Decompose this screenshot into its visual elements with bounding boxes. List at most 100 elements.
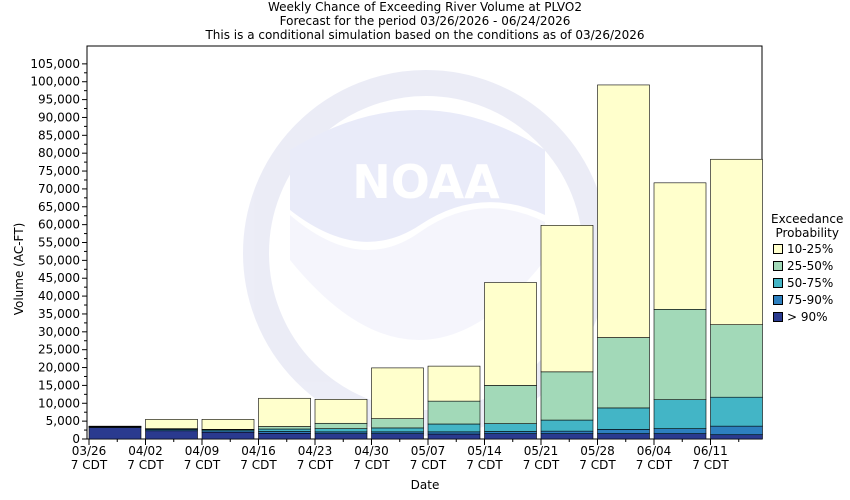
legend-item: 75-90% (773, 291, 843, 308)
bar-segment (427, 365, 481, 402)
x-tick-label: 05/07 (411, 444, 446, 458)
x-tick-label-time: 7 CDT (353, 458, 390, 472)
y-tick-label: 75,000 (38, 164, 80, 178)
y-tick-label: 20,000 (38, 361, 80, 375)
x-tick-label-time: 7 CDT (410, 458, 447, 472)
legend-swatch (773, 260, 783, 271)
bar-segment (258, 397, 311, 427)
bar-segment (371, 418, 424, 429)
bar-segment (597, 433, 650, 440)
legend-swatch (773, 311, 783, 322)
bar-segment (653, 428, 707, 434)
bar-segment (314, 433, 368, 440)
bar-segment (710, 396, 763, 427)
x-tick-label-time: 7 CDT (636, 458, 673, 472)
bar-segment (597, 84, 650, 338)
noaa-watermark: NOAA (243, 70, 609, 436)
x-tick-label: 04/09 (185, 444, 220, 458)
bar-segment (371, 433, 424, 440)
x-tick-label-time: 7 CDT (127, 458, 164, 472)
legend-swatch (773, 277, 783, 288)
y-tick-label: 15,000 (38, 378, 80, 392)
bar-segment (201, 431, 255, 440)
legend-swatch (773, 294, 783, 305)
legend-item: 10-25% (773, 240, 843, 257)
legend-label: 25-50% (787, 258, 834, 273)
legend-label: 50-75% (787, 275, 834, 290)
y-tick-label: 80,000 (38, 146, 80, 160)
y-tick-label: 0 (72, 432, 80, 446)
bar-segment (653, 309, 707, 400)
y-tick-label: 60,000 (38, 218, 80, 232)
x-tick-label-time: 7 CDT (692, 458, 729, 472)
bar-segment (258, 428, 311, 432)
y-axis-label: Volume (AC-FT) (12, 222, 26, 316)
y-tick-label: 30,000 (38, 325, 80, 339)
bar-segment (314, 399, 368, 424)
x-tick-label-time: 7 CDT (466, 458, 503, 472)
bar-segment (258, 426, 311, 430)
y-tick-label: 35,000 (38, 307, 80, 321)
bar-segment (710, 158, 763, 325)
bar-segment (371, 367, 424, 419)
chart-subtitle: Forecast for the period 03/26/2026 - 06/… (279, 14, 571, 28)
y-tick-label: 70,000 (38, 182, 80, 196)
bar-segment (371, 427, 424, 433)
bar-segment (597, 407, 650, 430)
x-tick-label: 04/02 (128, 444, 163, 458)
x-tick-label: 04/16 (241, 444, 276, 458)
bar-segment (314, 428, 368, 433)
bar-segment (145, 430, 198, 440)
chart-title: Weekly Chance of Exceeding River Volume … (268, 0, 582, 14)
y-tick-label: 10,000 (38, 396, 80, 410)
x-axis-label: Date (410, 478, 440, 492)
x-tick-label: 06/04 (637, 444, 672, 458)
bar-segment (597, 429, 650, 434)
y-tick-label: 90,000 (38, 110, 80, 124)
y-tick-label: 25,000 (38, 343, 80, 357)
bar-segment (427, 423, 481, 433)
x-tick-label-time: 7 CDT (297, 458, 334, 472)
legend-item: 25-50% (773, 257, 843, 274)
bar-segment (88, 427, 142, 440)
legend-title-1: Exceedance (771, 212, 844, 226)
x-tick-label-time: 7 CDT (240, 458, 277, 472)
y-tick-label: 85,000 (38, 128, 80, 142)
bar-segment (314, 422, 368, 429)
y-tick-label: 95,000 (38, 93, 80, 107)
x-tick-label: 03/26 (72, 444, 107, 458)
bar-segment (540, 225, 594, 373)
bar-segment (710, 425, 763, 436)
bar-segment (540, 371, 594, 421)
y-tick-label: 5,000 (46, 414, 80, 428)
y-tick-label: 65,000 (38, 200, 80, 214)
bar-segment (484, 423, 537, 432)
bar-segment (427, 431, 481, 435)
bar-segment (597, 337, 650, 409)
x-tick-label: 04/23 (298, 444, 333, 458)
bar-segment (540, 419, 594, 432)
bar-segment (653, 399, 707, 429)
y-tick-label: 45,000 (38, 271, 80, 285)
chart-subtitle-2: This is a conditional simulation based o… (205, 28, 645, 42)
bar-segment (540, 430, 594, 434)
bar-segment (145, 419, 198, 429)
bar-segment (710, 324, 763, 398)
x-tick-label: 05/14 (467, 444, 502, 458)
x-tick-label-time: 7 CDT (523, 458, 560, 472)
bar-segment (484, 433, 537, 440)
legend: Exceedance Probability 10-25% 25-50% 50-75… (771, 212, 843, 325)
legend-title-2: Probability (775, 226, 839, 240)
bar-segment (427, 433, 481, 440)
svg-text:NOAA: NOAA (352, 155, 500, 209)
y-tick-label: 50,000 (38, 253, 80, 267)
legend-swatch (773, 243, 783, 254)
chart-titles: Weekly Chance of Exceeding River Volume … (0, 0, 850, 42)
bar-segment (653, 182, 707, 310)
bar-segment (484, 431, 537, 434)
bar-segment (653, 433, 707, 440)
bar-segment (201, 419, 255, 430)
legend-label: 10-25% (787, 241, 834, 256)
x-tick-label: 05/21 (524, 444, 559, 458)
